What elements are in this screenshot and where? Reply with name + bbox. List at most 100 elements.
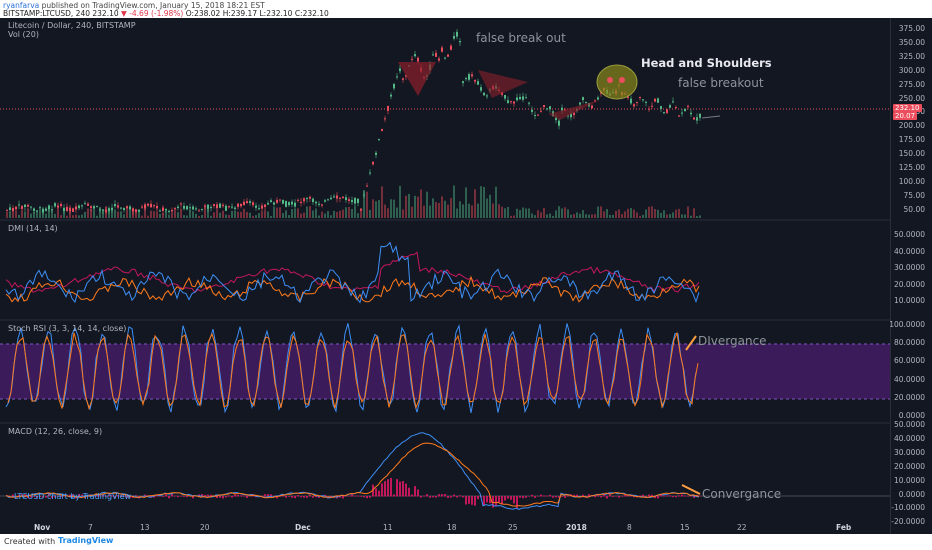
last-price-tag: 232.10	[893, 104, 922, 112]
macd-histogram-bar	[117, 495, 119, 497]
candle-body	[276, 199, 278, 203]
candle-body	[453, 35, 455, 39]
chart-canvas	[0, 28, 890, 510]
volume-bar	[543, 207, 545, 218]
volume-bar	[171, 212, 173, 218]
macd-histogram-bar	[234, 494, 236, 497]
candle-body	[54, 203, 56, 207]
volume-bar	[423, 205, 425, 218]
candle-body	[465, 78, 467, 80]
volume-bar	[93, 207, 95, 218]
macd-histogram-bar	[30, 496, 32, 498]
axis-tick: 40.0000	[893, 433, 925, 443]
candle-body	[45, 208, 47, 211]
volume-bar	[297, 208, 299, 218]
volume-bar	[33, 211, 35, 218]
annotation-head-and-shoulders[interactable]: Head and Shoulders	[641, 56, 772, 70]
annotation-convergence[interactable]: Convergance	[702, 487, 782, 501]
volume-bar	[192, 211, 194, 218]
volume-bar	[114, 209, 116, 218]
volume-bar	[312, 210, 314, 218]
macd-histogram-bar	[225, 496, 227, 498]
macd-histogram-bar	[489, 496, 491, 504]
annotation-divergence[interactable]: DIvergance	[698, 334, 767, 348]
volume-bar	[24, 211, 26, 218]
volume-bar	[57, 206, 59, 218]
triangle-pattern-3[interactable]	[548, 100, 600, 120]
macd-histogram-bar	[42, 496, 44, 498]
axis-tick: 375.00	[898, 24, 925, 33]
trend-line[interactable]	[701, 115, 721, 119]
axis-tick: 75.00	[903, 190, 925, 200]
macd-histogram-bar	[99, 495, 101, 497]
annotation-false-breakout[interactable]: false breakout	[678, 76, 764, 90]
macd-histogram-bar	[486, 496, 488, 503]
triangle-pattern-1[interactable]	[398, 62, 436, 96]
candle-body	[480, 87, 482, 91]
chart-area[interactable]: Litecoin / Dollar, 240, BITSTAMP Vol (20…	[0, 18, 932, 534]
macd-histogram-bar	[642, 494, 644, 497]
volume-bar	[399, 185, 401, 218]
candle-body	[342, 196, 344, 199]
volume-bar	[522, 207, 524, 218]
volume-bar	[243, 208, 245, 218]
author-link[interactable]: ryanfarva	[3, 1, 40, 10]
axis-tick: 300.00	[898, 65, 925, 75]
volume-bar	[483, 186, 485, 218]
price-axis[interactable]: 375.00350.00325.00300.00275.00250.00225.…	[889, 18, 932, 534]
down-arrow-icon: ▼	[121, 9, 127, 18]
volume-bar	[546, 214, 548, 218]
volume-bar	[426, 191, 428, 218]
head-highlight-circle[interactable]	[596, 64, 638, 100]
axis-tick: 0.0000	[898, 489, 925, 499]
macd-histogram-bar	[237, 494, 239, 497]
triangle-pattern-2[interactable]	[478, 70, 528, 98]
macd-histogram-bar	[543, 495, 545, 497]
candle-body	[579, 102, 581, 105]
candle-body	[246, 201, 248, 204]
candle-body	[255, 205, 257, 208]
volume-bar	[246, 212, 248, 218]
candle-body	[663, 112, 665, 114]
macd-histogram-bar	[408, 487, 410, 497]
divergence-line[interactable]	[685, 335, 697, 351]
volume-bar	[699, 215, 701, 218]
candle-body	[114, 204, 116, 207]
macd-histogram-bar	[624, 494, 626, 497]
macd-histogram-bar	[552, 496, 554, 498]
volume-bar	[402, 209, 404, 218]
candle-body	[141, 206, 143, 208]
volume-bar	[252, 215, 254, 218]
macd-histogram-bar	[48, 494, 50, 497]
macd-histogram-bar	[369, 496, 371, 498]
volume-bar	[288, 215, 290, 218]
volume-bar	[627, 208, 629, 218]
macd-histogram-bar	[492, 496, 494, 508]
volume-bar	[255, 215, 257, 218]
convergence-line[interactable]	[681, 484, 701, 495]
candle-body	[132, 208, 134, 212]
macd-histogram-bar	[522, 496, 524, 499]
candle-body	[159, 210, 161, 212]
macd-histogram-bar	[231, 496, 233, 498]
volume-bar	[84, 211, 86, 218]
macd-histogram-bar	[666, 495, 668, 497]
tradingview-logo[interactable]: TradingView	[58, 536, 114, 545]
macd-histogram-bar	[291, 496, 293, 498]
candle-body	[69, 207, 71, 212]
volume-bar	[144, 206, 146, 218]
volume-bar	[129, 209, 131, 218]
volume-bar	[447, 204, 449, 218]
candle-body	[237, 203, 239, 207]
volume-bar	[540, 212, 542, 218]
candle-body	[180, 203, 182, 205]
volume-bar	[690, 215, 692, 218]
annotation-false-break-out[interactable]: false break out	[476, 31, 566, 45]
volume-bar	[477, 203, 479, 218]
macd-histogram-bar	[120, 495, 122, 497]
volume-bar	[600, 206, 602, 218]
adx-line	[5, 251, 700, 294]
candle-body	[438, 58, 440, 61]
chart-title: Litecoin / Dollar, 240, BITSTAMP	[8, 21, 136, 30]
stoch-label: Stoch RSI (3, 3, 14, 14, close)	[8, 324, 127, 333]
